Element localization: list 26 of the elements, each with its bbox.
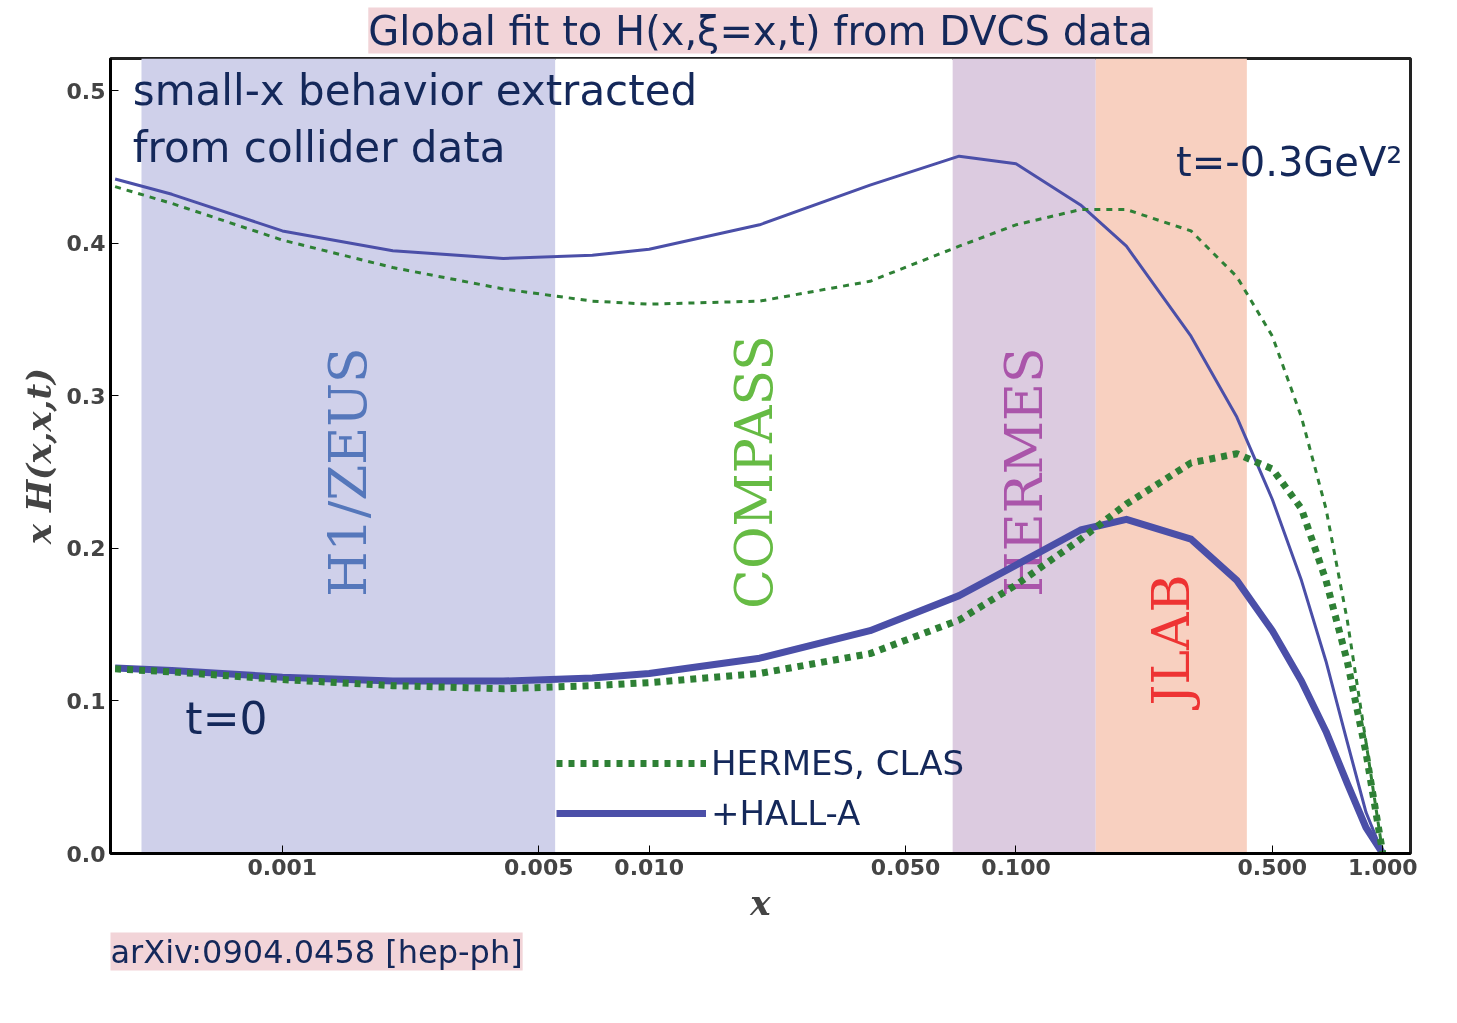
annotation: t=-0.3GeV² [1176, 138, 1403, 185]
x-tick-label: 0.001 [247, 854, 318, 880]
band-label: H1/ZEUS [318, 347, 379, 597]
x-tick-label: 0.050 [870, 854, 941, 880]
y-tick-label: 0.4 [66, 231, 106, 257]
y-tick-label: 0.2 [66, 536, 106, 562]
y-axis-title: x H(x,x,t) [18, 367, 59, 546]
annotation: t=0 [185, 692, 268, 744]
chart-title: Global fit to H(x,ξ=x,t) from DVCS data [368, 7, 1153, 54]
text: arXiv:0904.0458 [hep-ph] [110, 932, 523, 971]
y-tick-label: 0.0 [66, 841, 106, 867]
legend-label: +HALL-A [711, 793, 861, 833]
x-axis-title: x [749, 882, 772, 923]
y-tick-label: 0.3 [66, 383, 106, 409]
x-tick-label: 0.500 [1237, 854, 1308, 880]
y-tick-label: 0.5 [66, 78, 106, 104]
band-label: HERMES [994, 347, 1055, 597]
band-label: JLAB [1141, 574, 1202, 711]
x-tick-label: 1.000 [1347, 854, 1418, 880]
x-tick-label: 0.100 [981, 854, 1051, 880]
x-tick-label: 0.010 [614, 854, 684, 880]
band-label: COMPASS [724, 335, 785, 609]
y-tick-label: 0.1 [66, 688, 106, 714]
x-tick-label: 0.005 [503, 854, 574, 880]
annotation: small-x behavior extracted from collider data [132, 66, 698, 172]
legend-label: HERMES, CLAS [711, 743, 964, 783]
